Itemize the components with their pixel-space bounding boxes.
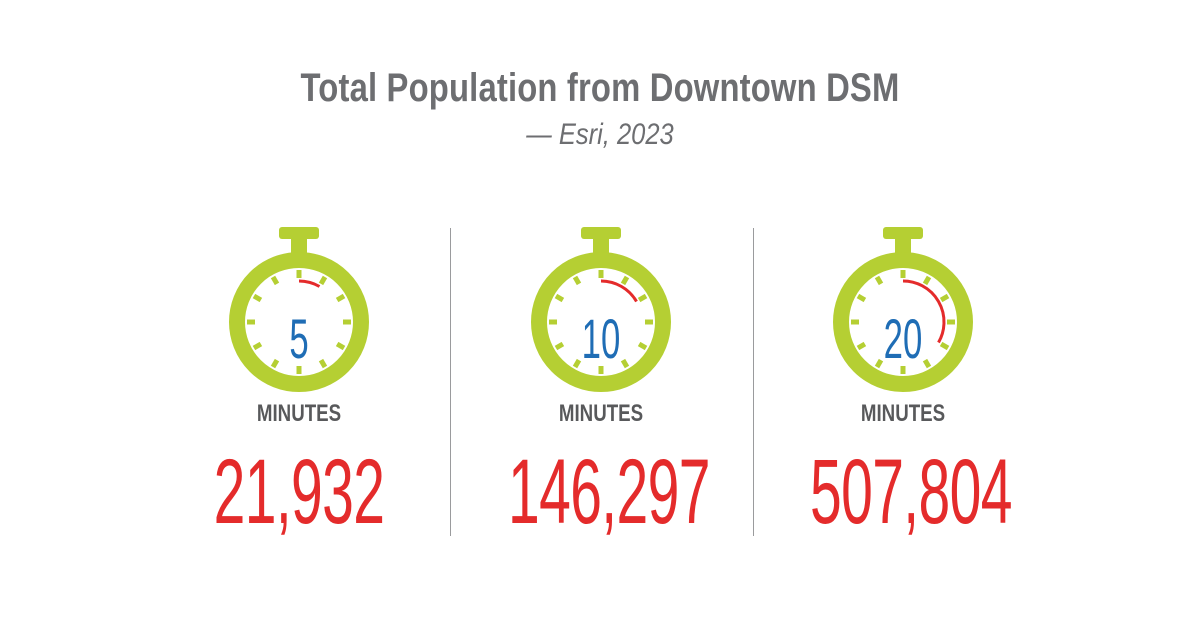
minutes-label: MINUTES — [860, 400, 946, 427]
stopwatch-tick — [572, 358, 582, 369]
stopwatch-tick — [318, 358, 328, 369]
stopwatch-tick — [922, 275, 932, 286]
stopwatch-tick — [939, 341, 950, 351]
stopwatch-tick — [335, 341, 346, 351]
stopwatch-tick — [270, 358, 280, 369]
minutes-label: MINUTES — [256, 400, 342, 427]
stat-panel-5-minutes: 5 MINUTES 21,932 — [149, 224, 449, 554]
stopwatch-tick — [252, 341, 263, 351]
stopwatch-tick — [318, 275, 328, 286]
stopwatch-tick — [922, 358, 932, 369]
stopwatch-tick — [874, 275, 884, 286]
minutes-value: 5 — [289, 307, 309, 370]
stopwatch-icon — [531, 227, 671, 392]
stopwatch-tick — [620, 358, 630, 369]
stopwatch-tick — [856, 341, 867, 351]
elapsed-arc — [902, 279, 946, 344]
stopwatch-tick — [554, 293, 565, 303]
minutes-value: 20 — [883, 307, 923, 370]
stopwatch-icon — [229, 227, 369, 392]
stopwatch-stem — [291, 236, 307, 256]
stopwatch-ring — [531, 252, 671, 392]
divider-1 — [450, 228, 451, 536]
divider-2 — [753, 228, 754, 536]
stopwatch-tick — [620, 275, 630, 286]
stopwatch-ring — [833, 252, 973, 392]
minutes-value: 10 — [581, 307, 621, 370]
stopwatch-tick — [637, 341, 648, 351]
population-value: 146,297 — [508, 441, 710, 543]
stopwatch-crown — [883, 227, 923, 239]
stopwatch-stem — [895, 236, 911, 256]
stopwatch-tick — [554, 341, 565, 351]
source-credit: — Esri, 2023 — [526, 118, 674, 151]
stopwatch-tick — [637, 293, 648, 303]
stopwatch-crown — [279, 227, 319, 239]
stat-panel-10-minutes: 10 MINUTES 146,297 — [451, 224, 751, 554]
population-value: 21,932 — [213, 441, 385, 543]
stopwatch-crown — [581, 227, 621, 239]
stopwatch-tick — [252, 293, 263, 303]
stopwatch-tick — [270, 275, 280, 286]
page-title: Total Population from Downtown DSM — [300, 66, 900, 110]
elapsed-arc — [600, 279, 638, 303]
stopwatch-tick — [572, 275, 582, 286]
stopwatch-tick — [939, 293, 950, 303]
elapsed-arc — [298, 279, 321, 288]
stopwatch-tick — [856, 293, 867, 303]
stopwatch-tick — [335, 293, 346, 303]
stopwatch-tick — [874, 358, 884, 369]
population-value: 507,804 — [810, 441, 1012, 543]
stopwatch-icon — [833, 227, 973, 392]
stat-panel-20-minutes: 20 MINUTES 507,804 — [753, 224, 1053, 554]
stopwatch-ring — [229, 252, 369, 392]
minutes-label: MINUTES — [558, 400, 644, 427]
stopwatch-stem — [593, 236, 609, 256]
